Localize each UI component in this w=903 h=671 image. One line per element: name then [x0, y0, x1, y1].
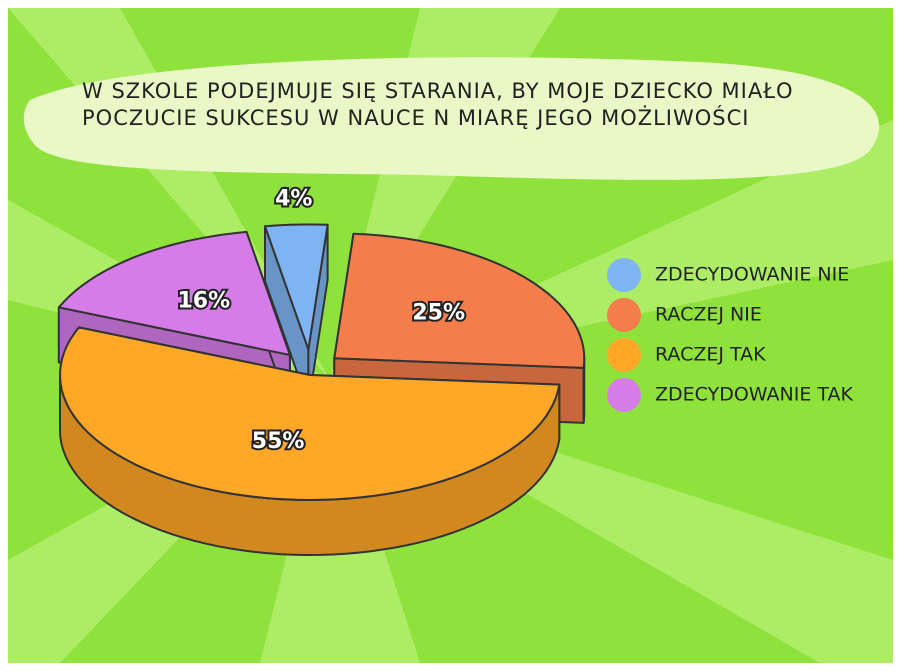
- legend-label: ZDECYDOWANIE NIE: [655, 264, 849, 286]
- legend-label: RACZEJ TAK: [655, 344, 766, 366]
- chart-title: W SZKOLE PODEJMUJE SIĘ STARANIA, BY MOJE…: [82, 78, 862, 132]
- data-label: 16%: [177, 288, 230, 313]
- legend-label: RACZEJ NIE: [655, 304, 762, 326]
- legend-swatch: [607, 258, 641, 292]
- legend-label: ZDECYDOWANIE TAK: [655, 384, 854, 406]
- data-label: 4%: [275, 187, 312, 212]
- data-label: 25%: [412, 301, 465, 326]
- data-label: 55%: [252, 429, 305, 454]
- legend-swatch: [607, 298, 641, 332]
- legend-swatch: [607, 378, 641, 412]
- page: 4% 25% 55% 16% ZDECYDOWANIE NIE RACZEJ NIE RA…: [0, 0, 903, 671]
- legend-swatch: [607, 338, 641, 372]
